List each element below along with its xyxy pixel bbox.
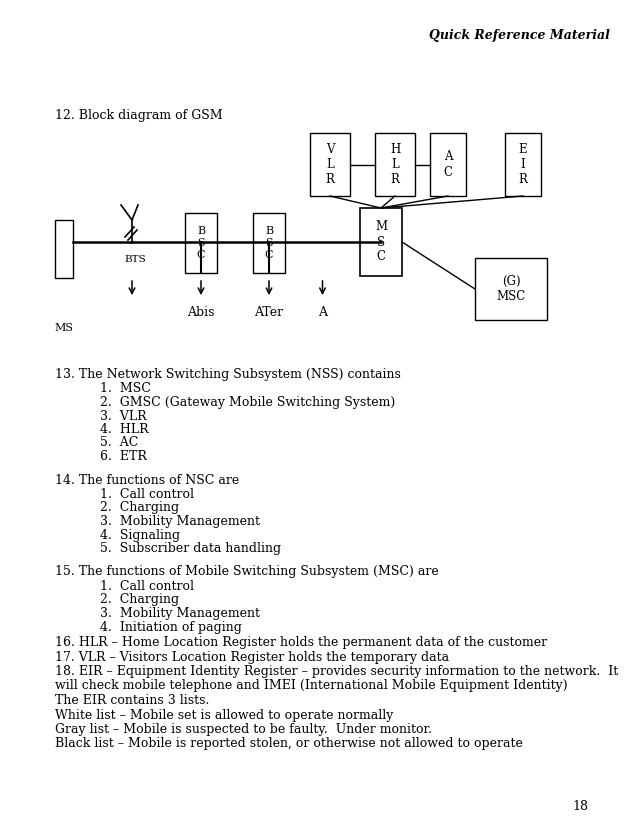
Text: 1.  Call control: 1. Call control: [100, 488, 194, 501]
Bar: [310, 133, 350, 196]
Text: H
L
R: H L R: [390, 143, 400, 186]
Text: B
S
C: B S C: [197, 226, 205, 259]
Bar: [430, 133, 466, 196]
Bar: [505, 133, 541, 196]
Text: (G)
MSC: (G) MSC: [496, 275, 526, 303]
Text: A: A: [318, 306, 327, 319]
Text: A
C: A C: [443, 150, 452, 178]
Text: 4.  HLR: 4. HLR: [100, 423, 149, 436]
Text: Black list – Mobile is reported stolen, or otherwise not allowed to operate: Black list – Mobile is reported stolen, …: [55, 738, 523, 751]
Text: E
I
R: E I R: [519, 143, 528, 186]
Text: 5.  AC: 5. AC: [100, 436, 138, 449]
Text: 3.  Mobility Management: 3. Mobility Management: [100, 515, 260, 528]
Text: 14. The functions of NSC are: 14. The functions of NSC are: [55, 473, 239, 487]
Text: 17. VLR – Visitors Location Register holds the temporary data: 17. VLR – Visitors Location Register hol…: [55, 651, 449, 663]
Text: 12. Block diagram of GSM: 12. Block diagram of GSM: [55, 108, 223, 121]
Text: V
L
R: V L R: [325, 143, 334, 186]
Bar: [253, 213, 285, 273]
Text: The EIR contains 3 lists.: The EIR contains 3 lists.: [55, 694, 209, 707]
Text: White list – Mobile set is allowed to operate normally: White list – Mobile set is allowed to op…: [55, 709, 394, 721]
Text: 3.  VLR: 3. VLR: [100, 410, 147, 423]
Text: Gray list – Mobile is suspected to be faulty.  Under monitor.: Gray list – Mobile is suspected to be fa…: [55, 723, 432, 736]
Bar: [55, 220, 73, 278]
Bar: [185, 213, 217, 273]
Text: B
S
C: B S C: [265, 226, 273, 259]
Text: 6.  ETR: 6. ETR: [100, 450, 147, 463]
Text: 15. The functions of Mobile Switching Subsystem (MSC) are: 15. The functions of Mobile Switching Su…: [55, 566, 439, 578]
Text: 2.  Charging: 2. Charging: [100, 594, 179, 606]
Text: 18: 18: [572, 800, 588, 813]
Text: ATer: ATer: [255, 306, 283, 319]
Text: BTS: BTS: [124, 255, 146, 264]
Text: MS: MS: [54, 323, 73, 333]
Text: 5.  Subscriber data handling: 5. Subscriber data handling: [100, 542, 281, 555]
Bar: [360, 208, 402, 276]
Text: 3.  Mobility Management: 3. Mobility Management: [100, 607, 260, 620]
Text: 2.  Charging: 2. Charging: [100, 501, 179, 515]
Text: 1.  MSC: 1. MSC: [100, 382, 151, 396]
Text: 4.  Signaling: 4. Signaling: [100, 529, 180, 542]
Text: 18. EIR – Equipment Identity Register – provides security information to the net: 18. EIR – Equipment Identity Register – …: [55, 665, 618, 678]
Text: M
S
C: M S C: [375, 221, 387, 263]
Bar: [475, 258, 547, 320]
Bar: [375, 133, 415, 196]
Text: Abis: Abis: [187, 306, 215, 319]
Text: Quick Reference Material: Quick Reference Material: [429, 29, 610, 41]
Text: 13. The Network Switching Subsystem (NSS) contains: 13. The Network Switching Subsystem (NSS…: [55, 368, 401, 381]
Text: 2.  GMSC (Gateway Mobile Switching System): 2. GMSC (Gateway Mobile Switching System…: [100, 396, 396, 409]
Text: will check mobile telephone and IMEI (International Mobile Equipment Identity): will check mobile telephone and IMEI (In…: [55, 680, 568, 692]
Text: 1.  Call control: 1. Call control: [100, 580, 194, 593]
Text: 16. HLR – Home Location Register holds the permanent data of the customer: 16. HLR – Home Location Register holds t…: [55, 636, 547, 649]
Text: 4.  Initiation of paging: 4. Initiation of paging: [100, 620, 242, 634]
